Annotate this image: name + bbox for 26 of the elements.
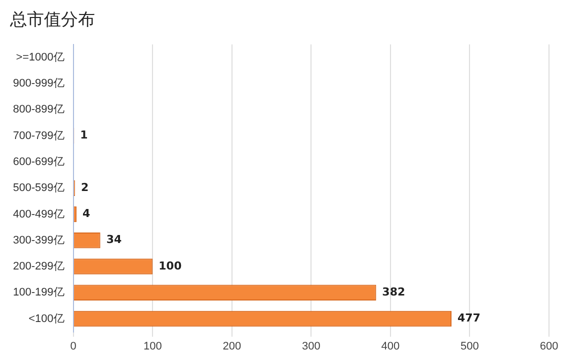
x-tick-label: 400 bbox=[381, 340, 400, 352]
chart-title: 总市值分布 bbox=[9, 10, 95, 29]
data-label: 2 bbox=[80, 180, 89, 194]
y-tick-label: 300-399亿 bbox=[12, 234, 64, 246]
y-tick-label: 900-999亿 bbox=[12, 78, 64, 90]
data-label: 1 bbox=[80, 128, 88, 142]
data-label: 477 bbox=[457, 312, 480, 325]
x-tick-label: 600 bbox=[540, 340, 558, 352]
y-tick-label: >=1000亿 bbox=[16, 51, 64, 64]
y-tick-label: 800-899亿 bbox=[12, 104, 64, 116]
data-label: 382 bbox=[382, 285, 406, 298]
data-label: 4 bbox=[82, 207, 91, 220]
y-tick-label: 100-199亿 bbox=[12, 286, 64, 299]
y-tick-label: <100亿 bbox=[28, 312, 64, 325]
y-tick-label: 400-499亿 bbox=[12, 208, 64, 220]
data-label: 34 bbox=[106, 233, 122, 246]
y-tick-label: 600-699亿 bbox=[12, 156, 64, 168]
y-tick-label: 500-599亿 bbox=[12, 182, 64, 194]
x-tick-label: 0 bbox=[70, 340, 76, 352]
y-tick-label: 200-299亿 bbox=[12, 260, 64, 273]
x-tick-label: 500 bbox=[460, 340, 479, 352]
x-tick-label: 100 bbox=[143, 340, 162, 352]
x-tick-label: 200 bbox=[222, 340, 242, 352]
y-tick-label: 700-799亿 bbox=[12, 130, 64, 142]
x-tick-label: 300 bbox=[302, 340, 320, 352]
data-label: 100 bbox=[158, 259, 182, 272]
